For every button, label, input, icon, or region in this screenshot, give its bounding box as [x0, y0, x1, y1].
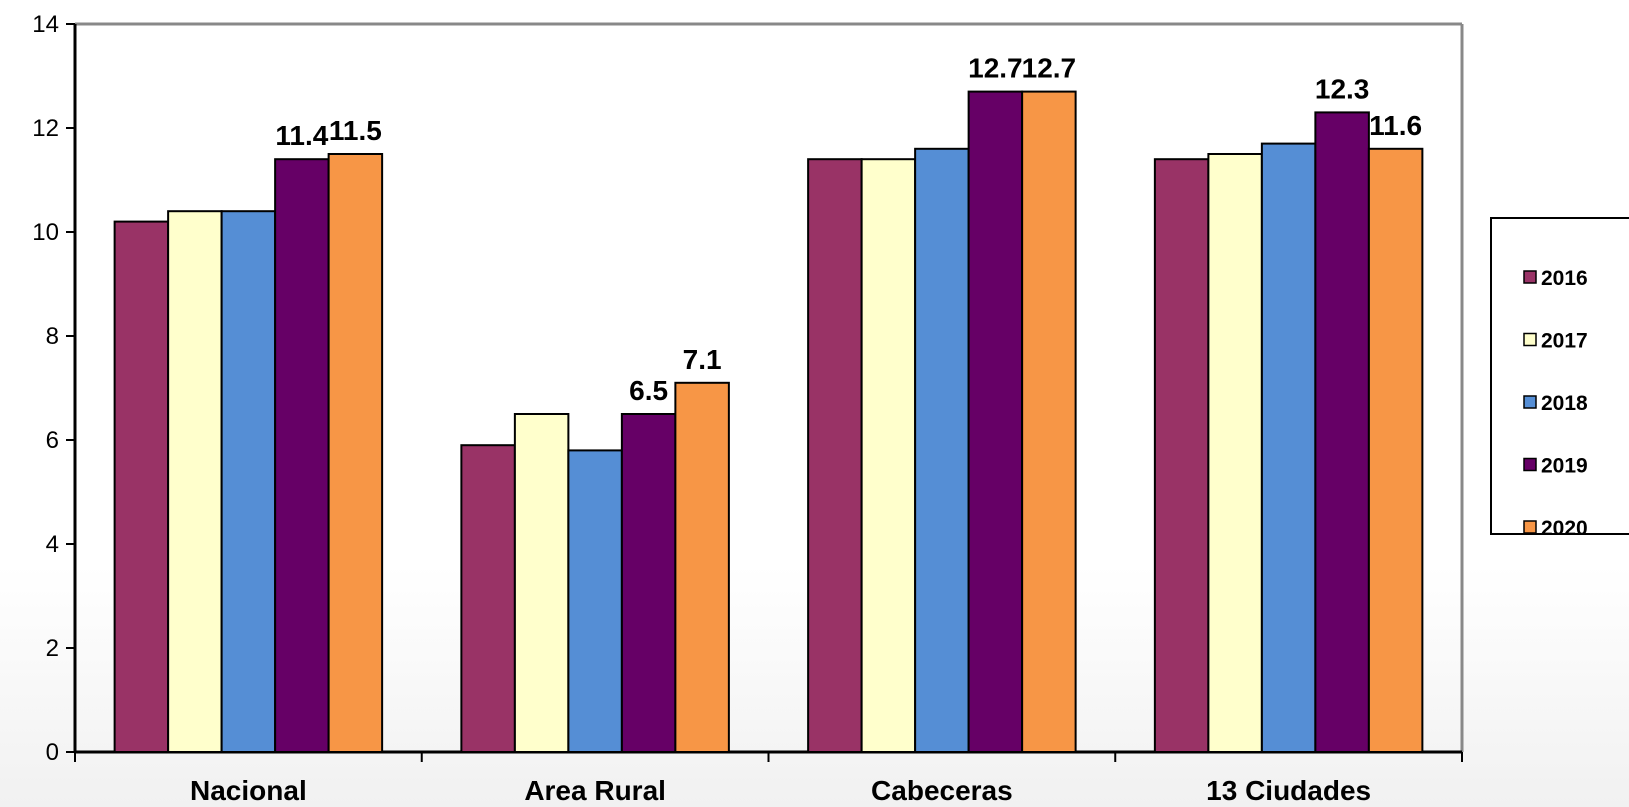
bar-2019-2: [967, 90, 1024, 754]
y-tick-label: 4: [46, 531, 59, 558]
bar-2018-0: [220, 210, 277, 753]
bar-2016-2: [807, 158, 863, 753]
data-label: 7.1: [683, 344, 722, 375]
y-axis: 0 2 4 6 8 10 12 14: [32, 11, 1464, 766]
bar-2017-0: [167, 210, 223, 753]
legend-box: [1490, 217, 1629, 535]
data-labels: 11.4 11.5 6.5 7.1 12.7 12.7 12.3 11.6: [275, 53, 1422, 406]
bar-2018-3: [1260, 142, 1317, 754]
data-label: 11.4: [275, 120, 328, 151]
bar-2016-1: [460, 444, 516, 753]
bar-2020-3: [1367, 147, 1424, 754]
bar-2019-1: [620, 413, 677, 753]
y-tick-label: 6: [46, 427, 59, 454]
y-tick-label: 12: [32, 115, 59, 142]
legend-swatch-2019: [1523, 457, 1537, 472]
legend-label-2018: 2018: [1541, 392, 1588, 415]
x-axis: Nacional Area Rural Cabeceras 13 Ciudades: [74, 750, 1463, 806]
data-label: 6.5: [629, 375, 668, 406]
bar-2020-0: [327, 153, 384, 753]
x-category-label: 13 Ciudades: [1206, 775, 1371, 806]
legend-swatch-2017: [1523, 332, 1537, 347]
data-label: 12.7: [968, 53, 1023, 84]
bar-2017-1: [513, 413, 570, 753]
x-category-label: Cabeceras: [871, 775, 1013, 806]
legend-swatch-2020: [1523, 520, 1537, 534]
bar-2019-0: [274, 158, 330, 753]
data-label: 12.3: [1315, 73, 1370, 104]
y-tick-label: 14: [32, 11, 59, 38]
y-tick-label: 10: [32, 219, 59, 246]
bar-2017-2: [860, 158, 917, 753]
x-category-label: Nacional: [190, 775, 307, 806]
data-label: 12.7: [1022, 53, 1077, 84]
data-label: 11.6: [1369, 110, 1422, 141]
legend-label-2020: 2020: [1541, 517, 1588, 540]
y-tick-label: 8: [46, 323, 59, 350]
y-tick-label: 0: [46, 739, 59, 766]
bar-2020-2: [1021, 90, 1077, 754]
x-category-label: Area Rural: [524, 775, 666, 806]
bar-2020-1: [674, 381, 730, 753]
bar-2019-3: [1314, 111, 1370, 753]
bar-2018-2: [914, 147, 970, 754]
legend-label-2017: 2017: [1541, 330, 1588, 353]
y-tick-label: 2: [46, 635, 59, 662]
bar-2017-3: [1207, 153, 1263, 753]
legend: 2016 2017 2018 2019 2020: [1490, 217, 1629, 540]
legend-swatch-2018: [1523, 395, 1537, 409]
bars: [113, 90, 1424, 754]
data-label: 11.5: [329, 115, 382, 146]
legend-label-2016: 2016: [1541, 267, 1588, 290]
bar-2016-3: [1153, 158, 1210, 753]
bar-2016-0: [113, 220, 170, 754]
legend-label-2019: 2019: [1541, 455, 1588, 478]
bar-2018-1: [567, 449, 623, 753]
legend-swatch-2016: [1523, 270, 1537, 284]
